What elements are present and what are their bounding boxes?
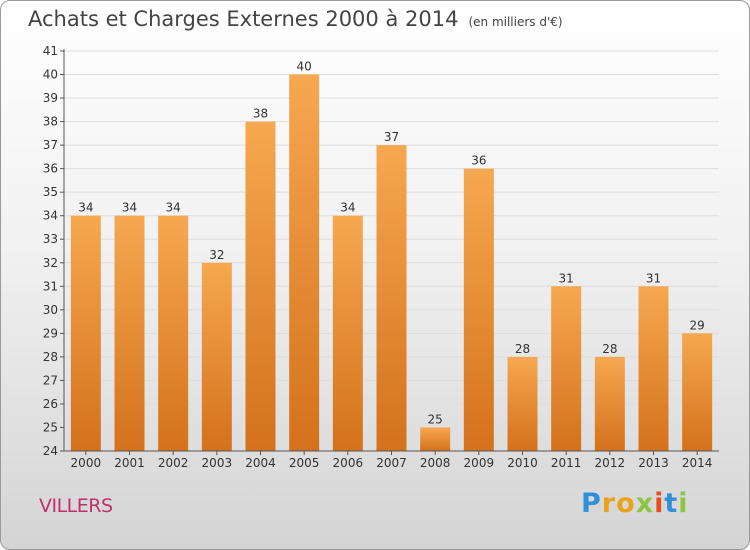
bar xyxy=(70,215,101,451)
x-tick-label: 2011 xyxy=(551,456,582,470)
logo-letter: r xyxy=(601,488,617,519)
data-label: 37 xyxy=(384,130,399,144)
data-label: 34 xyxy=(340,201,355,215)
x-tick-label: 2014 xyxy=(682,456,713,470)
data-label: 34 xyxy=(166,201,181,215)
y-tick-label: 34 xyxy=(43,209,58,223)
y-tick-label: 32 xyxy=(43,256,58,270)
logo-letter: i xyxy=(654,488,665,519)
x-tick-label: 2009 xyxy=(464,456,495,470)
x-tick-label: 2013 xyxy=(638,456,669,470)
y-tick-label: 41 xyxy=(43,44,58,58)
y-tick-label: 26 xyxy=(43,397,58,411)
data-label: 31 xyxy=(646,271,661,285)
bar xyxy=(158,215,189,451)
y-tick-label: 24 xyxy=(43,444,58,458)
y-tick-label: 27 xyxy=(43,373,58,387)
data-label: 25 xyxy=(428,412,443,426)
x-tick-label: 2005 xyxy=(289,456,320,470)
logo-letter: t xyxy=(664,488,679,519)
bar xyxy=(551,286,582,451)
y-tick-label: 40 xyxy=(43,68,58,82)
y-tick-label: 31 xyxy=(43,279,58,293)
data-label: 38 xyxy=(253,107,268,121)
x-tick-label: 2008 xyxy=(420,456,451,470)
x-tick-label: 2007 xyxy=(376,456,407,470)
x-tick-label: 2012 xyxy=(595,456,626,470)
x-tick-label: 2001 xyxy=(114,456,145,470)
x-tick-label: 2000 xyxy=(71,456,102,470)
y-tick-label: 37 xyxy=(43,138,58,152)
y-tick-label: 30 xyxy=(43,303,58,317)
chart-title-text: Achats et Charges Externes 2000 à 2014 xyxy=(28,7,459,31)
x-tick-label: 2010 xyxy=(507,456,538,470)
data-label: 34 xyxy=(78,201,93,215)
logo-letter: i xyxy=(678,488,689,519)
bar xyxy=(420,427,451,451)
logo-letter: P xyxy=(581,488,602,519)
y-tick-label: 39 xyxy=(43,91,58,105)
data-label: 29 xyxy=(690,318,705,332)
bars xyxy=(70,74,713,452)
bar xyxy=(201,262,232,451)
y-tick-label: 35 xyxy=(43,185,58,199)
chart-title: Achats et Charges Externes 2000 à 2014 (e… xyxy=(28,7,563,31)
logo-letter: x xyxy=(635,488,655,519)
chart-subtitle: (en milliers d'€) xyxy=(468,15,563,29)
y-tick-label: 38 xyxy=(43,115,58,129)
y-tick-label: 29 xyxy=(43,326,58,340)
bar xyxy=(638,286,669,451)
data-label: 32 xyxy=(209,248,224,262)
x-tick-label: 2002 xyxy=(158,456,189,470)
proxiti-logo: Proxiti xyxy=(581,488,689,519)
bar xyxy=(682,333,713,451)
y-tick-label: 28 xyxy=(43,350,58,364)
data-label: 28 xyxy=(515,342,530,356)
logo-letter: o xyxy=(616,488,636,519)
y-tick-label: 25 xyxy=(43,420,58,434)
x-tick-label: 2004 xyxy=(245,456,276,470)
bar xyxy=(245,121,276,452)
data-labels: 34 34 34 32 38 40 34 37 25 36 28 31 28 31 29 xyxy=(78,60,705,427)
bar xyxy=(332,215,363,451)
data-label: 40 xyxy=(297,60,312,74)
data-label: 28 xyxy=(602,342,617,356)
bar xyxy=(594,356,625,451)
x-tick-label: 2006 xyxy=(333,456,364,470)
data-label: 34 xyxy=(122,201,137,215)
bar xyxy=(507,356,538,451)
x-tick-label: 2003 xyxy=(202,456,233,470)
data-label: 36 xyxy=(471,154,486,168)
bar xyxy=(376,145,407,451)
axes: 24 25 26 27 28 29 30 31 32 33 34 35 36 37 38 39 40 41 2000… xyxy=(43,44,719,470)
y-tick-label: 33 xyxy=(43,232,58,246)
bar xyxy=(289,74,320,451)
city-name: VILLERS xyxy=(39,495,113,517)
bar xyxy=(463,168,494,451)
y-tick-label: 36 xyxy=(43,162,58,176)
bar xyxy=(114,215,145,451)
data-label: 31 xyxy=(559,271,574,285)
